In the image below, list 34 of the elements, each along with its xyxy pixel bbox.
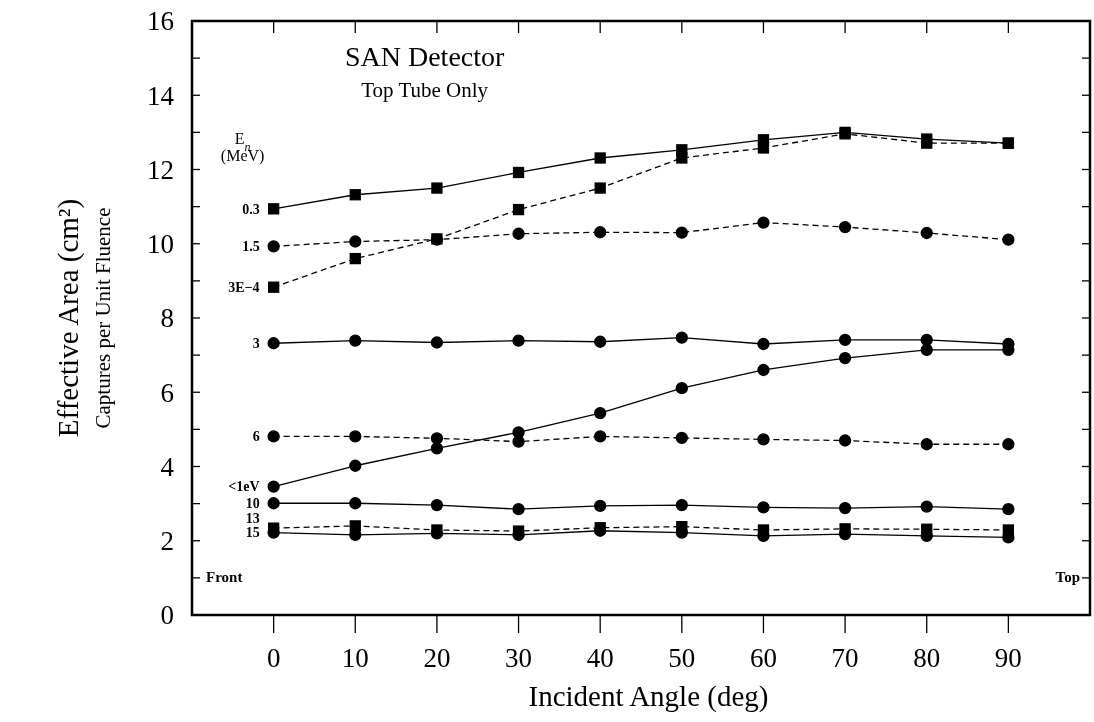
annotation: Front	[206, 568, 243, 585]
series-label: 3	[252, 336, 260, 352]
series-label: 1.5	[242, 239, 260, 255]
x-tick-label: 30	[505, 643, 533, 673]
x-tick-label: 80	[913, 643, 941, 673]
x-tick-label: 60	[749, 643, 777, 673]
y-tick-label: 2	[160, 526, 174, 557]
text: SAN Detector	[344, 40, 506, 72]
x-tick-label: 70	[831, 643, 859, 673]
y-tick-label: 8	[160, 303, 174, 334]
x-axis-title: Incident Angle (deg)	[528, 680, 769, 713]
series-label: 10	[245, 496, 260, 512]
x-tick-label: 90	[994, 643, 1022, 673]
y-tick-label: 12	[147, 154, 174, 185]
y-tick-label: 4	[160, 451, 175, 482]
series-label: <1eV	[228, 479, 260, 495]
y-tick-label: 10	[147, 229, 174, 260]
series-label: 0.3	[242, 201, 260, 217]
y-axis-title: Effective Area (cm²) Captures per Unit Fluence	[52, 198, 115, 438]
series-label: 13	[245, 511, 260, 527]
y-tick-label: 14	[147, 80, 175, 111]
x-tick-label: 40	[586, 643, 614, 673]
annotation: Top	[1055, 568, 1080, 585]
series-label: 6	[252, 429, 260, 445]
text: Top Tube Only	[361, 78, 489, 103]
y-tick-label: 0	[160, 600, 174, 631]
series-label: 15	[245, 525, 260, 541]
y-tick-label: 16	[147, 6, 174, 37]
y-tick-label: 6	[160, 377, 174, 408]
x-tick-label: 20	[423, 643, 451, 673]
x-tick-label: 10	[341, 643, 369, 673]
x-tick-label: 0	[266, 643, 281, 673]
series-label: 3E−4	[228, 280, 260, 296]
x-tick-label: 50	[668, 643, 696, 673]
